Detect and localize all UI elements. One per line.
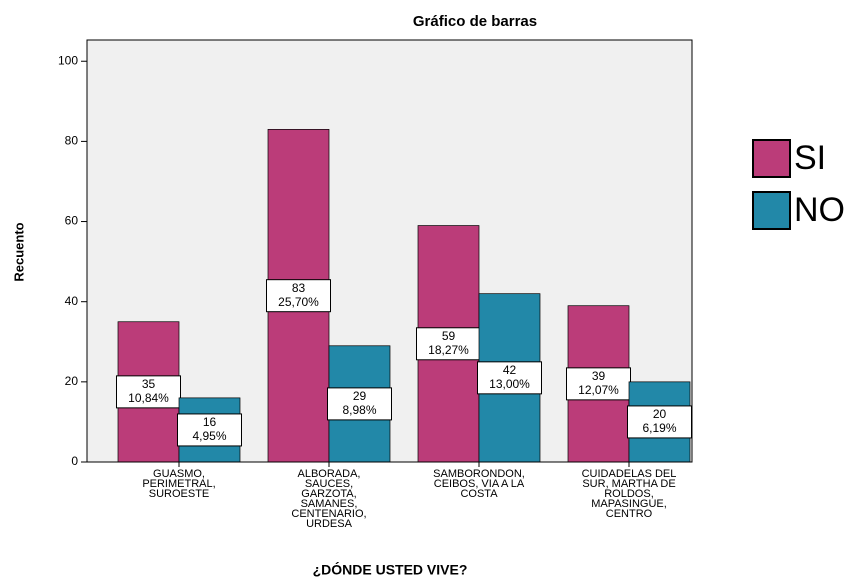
y-tick-label: 40 bbox=[65, 294, 79, 308]
legend-label: SI bbox=[794, 139, 826, 177]
text-line: ALBORADA, bbox=[298, 468, 361, 480]
text-line: SAMBORONDON, bbox=[433, 468, 525, 480]
data-label-percent: 25,70% bbox=[278, 295, 319, 309]
chart-title: Gráfico de barras bbox=[413, 13, 537, 30]
data-label: 35 bbox=[142, 377, 156, 391]
data-label-percent: 18,27% bbox=[428, 343, 469, 357]
y-tick-label: 20 bbox=[65, 374, 79, 388]
data-label-percent: 10,84% bbox=[128, 391, 169, 405]
legend-swatch bbox=[752, 191, 791, 230]
data-label-percent: 6,19% bbox=[642, 421, 676, 435]
data-label-percent: 4,95% bbox=[192, 429, 226, 443]
legend-swatch bbox=[752, 139, 791, 178]
data-label-box bbox=[266, 279, 331, 313]
text-line: CEIBOS, VIA A LA bbox=[434, 478, 525, 490]
text-line: SUROESTE bbox=[149, 488, 210, 500]
text-line: SAMANES, bbox=[301, 498, 358, 510]
data-label-percent: 12,07% bbox=[578, 383, 619, 397]
data-label: 83 bbox=[292, 281, 306, 295]
y-tick-label: 60 bbox=[65, 214, 79, 228]
data-label: 20 bbox=[653, 407, 667, 421]
data-label-box bbox=[116, 375, 181, 409]
text-line: CENTENARIO, bbox=[291, 508, 366, 520]
y-tick-label: 80 bbox=[65, 134, 79, 148]
x-tick-label: GUASMO, PERIMETRAL, SUROESTE bbox=[142, 468, 215, 500]
y-axis-title: Recuento bbox=[11, 222, 26, 281]
x-tick-label: CUIDADELAS DEL SUR, MARTHA DE ROLDOS, MAPAS… bbox=[582, 468, 677, 520]
legend-label: NO bbox=[794, 191, 845, 229]
text-line: PERIMETRAL, bbox=[142, 478, 215, 490]
data-label: 16 bbox=[203, 415, 217, 429]
text-line: COSTA bbox=[460, 488, 498, 500]
data-label: 42 bbox=[503, 363, 517, 377]
data-label-percent: 13,00% bbox=[489, 377, 530, 391]
x-tick-label: SAMBORONDON, CEIBOS, VIA A LA COSTA bbox=[433, 468, 525, 500]
y-tick-label: 100 bbox=[58, 53, 78, 67]
y-tick-label: 0 bbox=[71, 454, 78, 468]
data-label-box bbox=[416, 327, 481, 361]
text-line: CENTRO bbox=[606, 508, 653, 520]
text-line: CUIDADELAS DEL bbox=[582, 468, 677, 480]
data-label-box bbox=[566, 367, 631, 401]
text-line: GARZOTA, bbox=[301, 488, 356, 500]
text-line: GUASMO, bbox=[153, 468, 205, 480]
text-line: SAUCES, bbox=[305, 478, 353, 490]
x-axis-title: ¿DÓNDE USTED VIVE? bbox=[313, 561, 468, 578]
data-label: 39 bbox=[592, 369, 606, 383]
text-line: MAPASINGUE, bbox=[591, 498, 667, 510]
data-label-percent: 8,98% bbox=[342, 403, 376, 417]
data-label: 59 bbox=[442, 329, 456, 343]
data-label-box bbox=[477, 361, 542, 395]
data-label: 29 bbox=[353, 389, 367, 403]
x-tick-label: ALBORADA, SAUCES, GARZOTA, SAMANES, CENTENAR… bbox=[291, 468, 366, 530]
text-line: SUR, MARTHA DE bbox=[582, 478, 675, 490]
data-label-box bbox=[627, 405, 692, 439]
data-label-box bbox=[327, 387, 392, 421]
text-line: URDESA bbox=[306, 518, 353, 530]
data-label-box bbox=[177, 413, 242, 447]
text-line: ROLDOS, bbox=[604, 488, 654, 500]
